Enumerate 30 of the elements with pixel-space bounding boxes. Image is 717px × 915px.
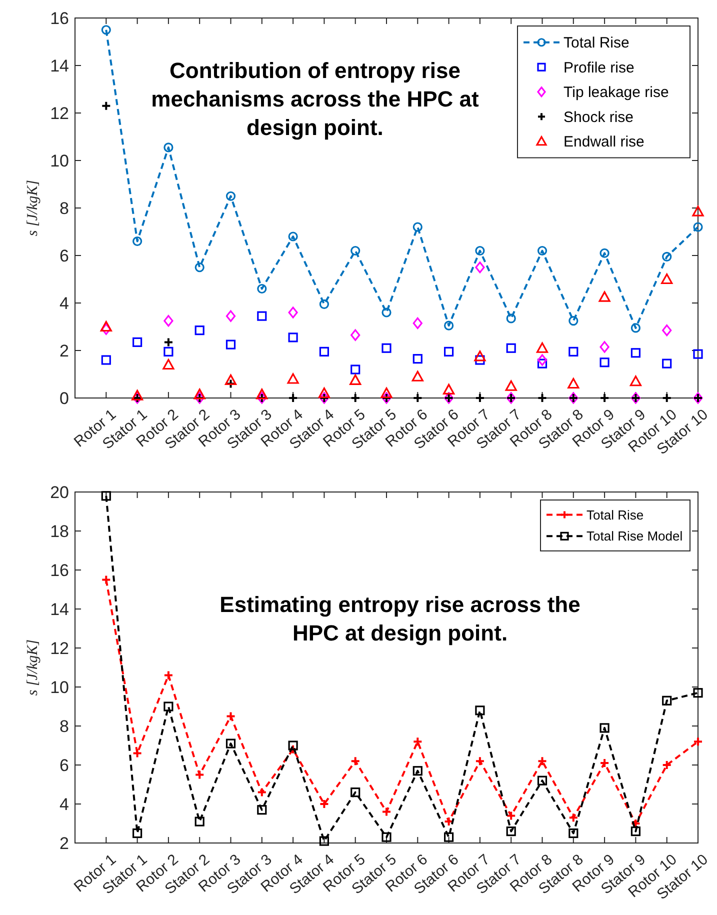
y-tick-label: 16 xyxy=(50,560,69,580)
y-tick-label: 8 xyxy=(60,198,69,218)
text: Contribution of entropy rise mechanisms across the HPC at design point. xyxy=(151,58,480,140)
legend-label: Shock rise xyxy=(564,108,634,126)
y-tick-label: 14 xyxy=(50,600,69,619)
y-tick-label: 2 xyxy=(60,834,69,853)
legend-label: Total Rise xyxy=(564,34,630,52)
y-tick-label: 14 xyxy=(50,56,69,76)
y-tick-label: 6 xyxy=(60,246,69,266)
y-axis-title: s [J/kgK] xyxy=(25,639,41,696)
y-tick-label: 12 xyxy=(50,104,69,123)
y-tick-label: 16 xyxy=(50,8,69,28)
y-tick-label: 8 xyxy=(60,716,69,736)
y-tick-label: 4 xyxy=(60,794,69,814)
text: Estimating entropy rise across the HPC at design point. xyxy=(220,592,580,646)
y-tick-label: 6 xyxy=(60,756,69,775)
y-tick-label: 0 xyxy=(60,388,69,408)
y-tick-label: 2 xyxy=(60,341,69,360)
legend-label: Total Rise Model xyxy=(586,528,683,544)
y-tick-label: 18 xyxy=(50,522,69,541)
legend-label: Endwall rise xyxy=(564,134,644,151)
legend-label: Tip leakage rise xyxy=(564,84,669,102)
y-tick-label: 4 xyxy=(60,294,69,313)
y-tick-label: 20 xyxy=(50,482,69,502)
y-tick-label: 10 xyxy=(50,678,69,697)
legend-label: Profile rise xyxy=(564,59,634,76)
legend-label: Total Rise xyxy=(586,507,644,522)
y-tick-label: 10 xyxy=(50,151,69,170)
y-tick-label: 12 xyxy=(50,638,69,658)
y-axis-title: s [J/kgK] xyxy=(25,180,41,236)
